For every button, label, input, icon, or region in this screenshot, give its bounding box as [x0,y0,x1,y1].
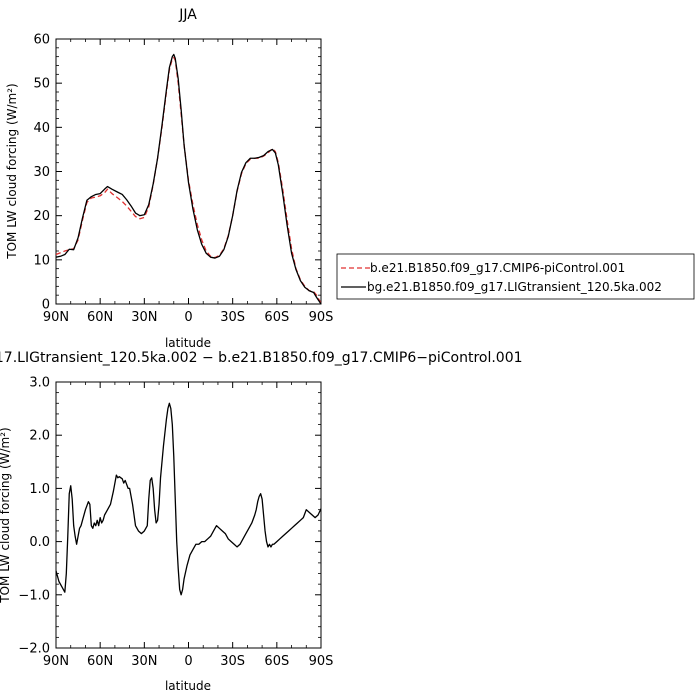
top-x-tick-label: 90S [309,310,334,325]
top-y-tick-label: 50 [33,77,50,92]
bottom-ticks: −2.0 −1.0 0.0 1.0 2.0 3.0 90N 60N 30N 0 30S 60S 90S [18,376,333,670]
top-series-line-1 [55,53,322,305]
bottom-x-tick-label: 90S [309,654,334,669]
top-y-tick-label: 40 [33,121,50,136]
top-x-tick-label: 0 [184,310,192,325]
bottom-chart: bg.e21.B1850.f09_g17.LIGtransient_120.5k… [0,350,523,693]
bottom-x-tick-label: 30N [131,654,157,669]
bottom-y-tick-label: 2.0 [29,429,50,444]
bottom-x-tick-label: 30S [220,654,245,669]
bottom-series-line-0 [55,402,322,596]
bottom-y-tick-label: 0.0 [29,535,50,550]
top-chart-title: JJA [178,7,197,23]
top-y-axis-label: TOM LW cloud forcing (W/m²) [5,83,19,260]
top-x-tick-label: 60N [87,310,113,325]
top-y-tick-label: 10 [33,253,50,268]
top-x-axis-label: latitude [165,336,211,350]
bottom-y-tick-label: −1.0 [18,588,50,603]
bottom-x-tick-label: 0 [184,654,192,669]
bottom-chart-title: bg.e21.B1850.f09_g17.LIGtransient_120.5k… [0,350,523,366]
bottom-series [55,402,322,596]
top-x-tick-label: 30N [131,310,157,325]
top-y-tick-label: 20 [33,209,50,224]
top-y-tick-label: 0 [42,298,50,313]
top-x-tick-label: 30S [220,310,245,325]
top-chart: JJA 0 10 20 30 40 50 60 90N 60N 30N 0 30S 60S 90S lat… [5,7,695,350]
legend-label-control: b.e21.B1850.f09_g17.CMIP6-piControl.001 [370,261,625,275]
bottom-x-axis-label: latitude [165,679,211,693]
top-x-tick-label: 90N [43,310,69,325]
top-x-tick-label: 60S [264,310,289,325]
legend: b.e21.B1850.f09_g17.CMIP6-piControl.001 … [336,253,695,300]
bottom-x-tick-label: 90N [43,654,69,669]
top-plot-frame [55,38,322,305]
bottom-y-tick-label: 1.0 [29,482,50,497]
legend-box [336,253,695,300]
bottom-y-axis-label: TOM LW cloud forcing (W/m²) [0,427,12,604]
top-y-tick-label: 30 [33,165,50,180]
bottom-y-tick-label: −2.0 [18,642,50,657]
bottom-y-tick-label: 3.0 [29,376,50,391]
bottom-x-tick-label: 60S [264,654,289,669]
bottom-plot-frame [55,381,322,649]
bottom-x-tick-label: 60N [87,654,113,669]
top-ticks: 0 10 20 30 40 50 60 90N 60N 30N 0 30S 60S 90S [33,33,333,326]
top-series [55,53,322,305]
legend-label-lig: bg.e21.B1850.f09_g17.LIGtransient_120.5k… [367,280,662,294]
top-y-tick-label: 60 [33,33,50,48]
